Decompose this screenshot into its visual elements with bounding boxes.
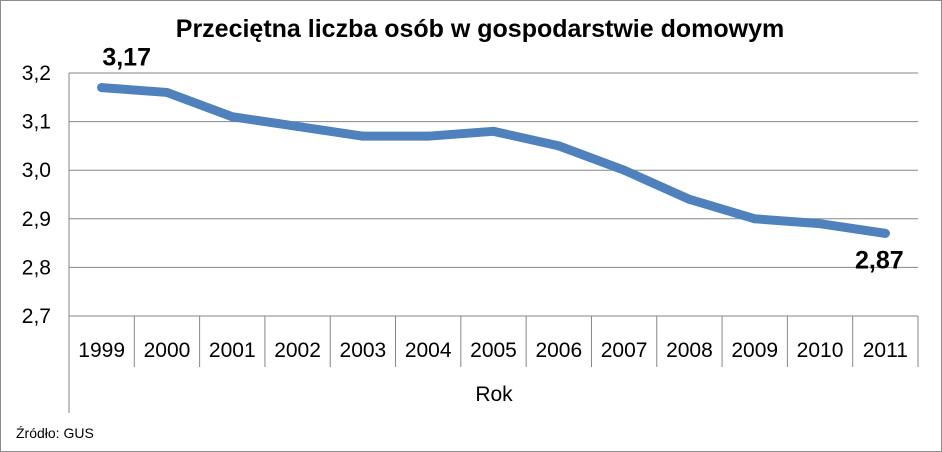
source-note: Źródło: GUS: [16, 425, 94, 441]
data-point: [293, 121, 303, 131]
data-point: [815, 219, 825, 229]
data-point: [619, 165, 629, 175]
x-tick-label: 2006: [535, 339, 582, 362]
data-label: 2,87: [855, 246, 904, 274]
x-tick-label: 1999: [78, 339, 125, 362]
data-label: 3,17: [102, 44, 151, 72]
y-tick-label: 3,1: [22, 111, 51, 134]
x-tick-label: 2009: [731, 339, 778, 362]
y-tick-label: 3,2: [22, 62, 51, 85]
x-tick-label: 2000: [144, 339, 191, 362]
x-tick-label: 2008: [666, 339, 713, 362]
x-tick-label: 2007: [601, 339, 648, 362]
x-axis-title: Rok: [475, 383, 513, 406]
y-tick-label: 2,8: [22, 256, 51, 279]
data-point: [227, 112, 237, 122]
data-point: [880, 228, 890, 238]
x-tick-label: 2005: [470, 339, 517, 362]
y-tick-label: 2,7: [22, 305, 51, 328]
y-tick-label: 2,9: [22, 208, 51, 231]
series-line: [97, 83, 890, 238]
x-tick-label: 2003: [340, 339, 387, 362]
data-point: [423, 131, 433, 141]
x-tick-label: 2011: [863, 339, 908, 362]
data-point: [162, 87, 172, 97]
x-tick-label: 2002: [274, 339, 321, 362]
x-tick-label: 2001: [209, 339, 256, 362]
x-tick-label: 2010: [797, 339, 844, 362]
data-point: [750, 214, 760, 224]
data-point: [97, 83, 107, 93]
chart-title: Przeciętna liczba osób w gospodarstwie d…: [176, 15, 784, 43]
data-point: [489, 126, 498, 136]
x-tick-label: 2004: [405, 339, 452, 362]
y-tick-label: 3,0: [22, 159, 51, 182]
data-point: [554, 141, 564, 151]
data-point: [358, 131, 368, 141]
data-point: [684, 194, 694, 204]
